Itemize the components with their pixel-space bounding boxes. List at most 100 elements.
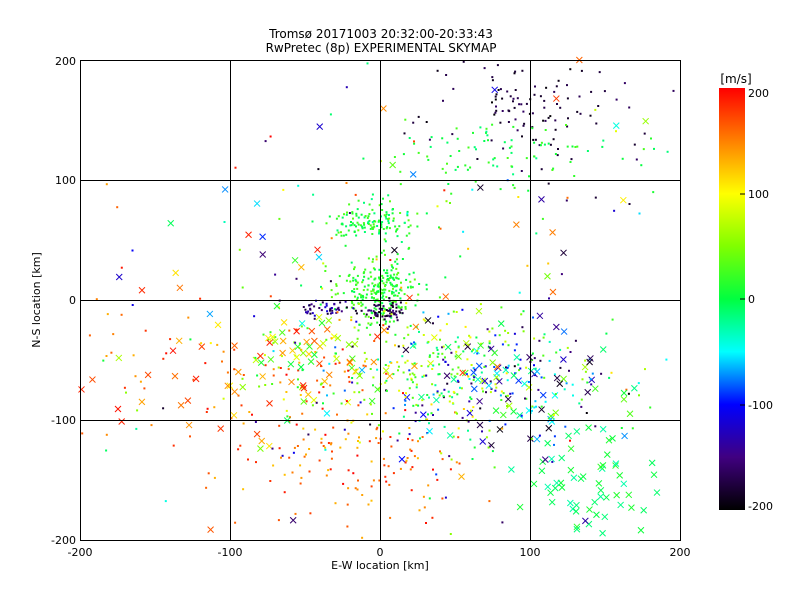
- data-point: [474, 418, 477, 421]
- data-point: [542, 336, 545, 339]
- data-point: [377, 424, 380, 427]
- data-point: [469, 396, 472, 399]
- data-point: [444, 496, 447, 499]
- data-point: [411, 286, 414, 289]
- data-point: [351, 211, 354, 214]
- data-point: [385, 379, 388, 382]
- data-point: [373, 316, 375, 319]
- data-point: [205, 411, 208, 413]
- data-point: [363, 216, 366, 219]
- data-point-cross: [370, 358, 378, 366]
- data-point: [531, 405, 534, 408]
- data-point: [207, 472, 210, 475]
- data-point: [438, 296, 441, 299]
- data-point: [352, 276, 355, 279]
- data-point-cross: [479, 438, 487, 445]
- data-point: [521, 135, 523, 138]
- data-point: [547, 116, 550, 119]
- data-point: [358, 441, 361, 444]
- data-point: [555, 85, 558, 88]
- data-point: [534, 138, 537, 141]
- axis-ticks: [80, 180, 531, 540]
- data-point: [399, 307, 402, 310]
- data-point: [345, 306, 348, 309]
- data-point: [392, 277, 395, 280]
- data-point: [643, 132, 646, 135]
- data-point: [425, 288, 428, 291]
- data-point: [571, 383, 574, 386]
- data-point: [335, 283, 338, 286]
- data-point: [514, 118, 517, 121]
- data-point: [394, 344, 396, 347]
- data-point: [483, 354, 486, 357]
- data-point: [491, 101, 493, 104]
- data-point: [382, 298, 385, 301]
- data-point: [384, 232, 387, 235]
- data-point: [393, 313, 396, 316]
- data-point: [274, 336, 277, 339]
- colorbar-tick-label: 0: [748, 293, 755, 306]
- data-point: [345, 233, 348, 236]
- data-point: [279, 367, 282, 369]
- data-point: [504, 340, 507, 343]
- data-point: [574, 339, 577, 342]
- data-point-cross: [538, 406, 545, 413]
- data-point: [361, 303, 364, 306]
- data-point: [649, 406, 652, 409]
- data-point: [374, 311, 376, 314]
- data-point: [351, 381, 354, 384]
- data-point: [412, 271, 415, 274]
- data-point: [642, 148, 645, 151]
- data-point: [491, 79, 494, 82]
- data-point: [485, 127, 488, 130]
- data-point: [400, 286, 403, 289]
- data-point-cross: [547, 412, 555, 420]
- data-point: [406, 326, 409, 329]
- data-point: [376, 321, 379, 324]
- data-point: [333, 302, 336, 305]
- data-point: [378, 204, 381, 207]
- data-point: [569, 439, 571, 442]
- data-point: [281, 355, 283, 358]
- data-point: [554, 128, 557, 131]
- data-point: [272, 464, 275, 467]
- data-point: [595, 122, 598, 125]
- data-point: [329, 443, 332, 446]
- data-point: [487, 446, 490, 449]
- data-point-cross: [573, 501, 580, 509]
- data-point-cross: [525, 384, 533, 391]
- data-point: [566, 97, 569, 100]
- data-point-cross: [403, 393, 411, 401]
- data-point: [338, 275, 341, 278]
- data-point: [552, 138, 555, 141]
- data-point: [106, 313, 109, 316]
- data-point: [357, 199, 360, 202]
- data-point: [162, 357, 165, 360]
- data-point: [551, 460, 554, 463]
- data-point: [332, 392, 335, 395]
- data-point: [395, 277, 398, 280]
- data-point: [363, 201, 365, 204]
- data-point: [444, 360, 447, 363]
- data-point-cross: [510, 372, 518, 379]
- data-point: [360, 301, 363, 304]
- data-point-cross: [640, 506, 648, 514]
- data-point: [543, 333, 546, 336]
- data-point: [365, 313, 368, 316]
- data-point: [542, 119, 545, 122]
- data-point: [222, 397, 225, 400]
- data-point: [635, 158, 638, 161]
- data-point: [350, 224, 353, 227]
- data-point: [112, 333, 115, 336]
- data-point: [430, 412, 433, 415]
- data-point: [230, 417, 233, 420]
- data-point: [248, 411, 251, 413]
- data-point: [589, 114, 592, 117]
- data-point-cross: [605, 436, 613, 444]
- data-point: [472, 379, 475, 381]
- data-point-cross: [386, 372, 394, 380]
- data-point-cross: [508, 466, 515, 473]
- data-point: [399, 467, 402, 470]
- data-point: [361, 281, 364, 284]
- data-point: [326, 310, 329, 313]
